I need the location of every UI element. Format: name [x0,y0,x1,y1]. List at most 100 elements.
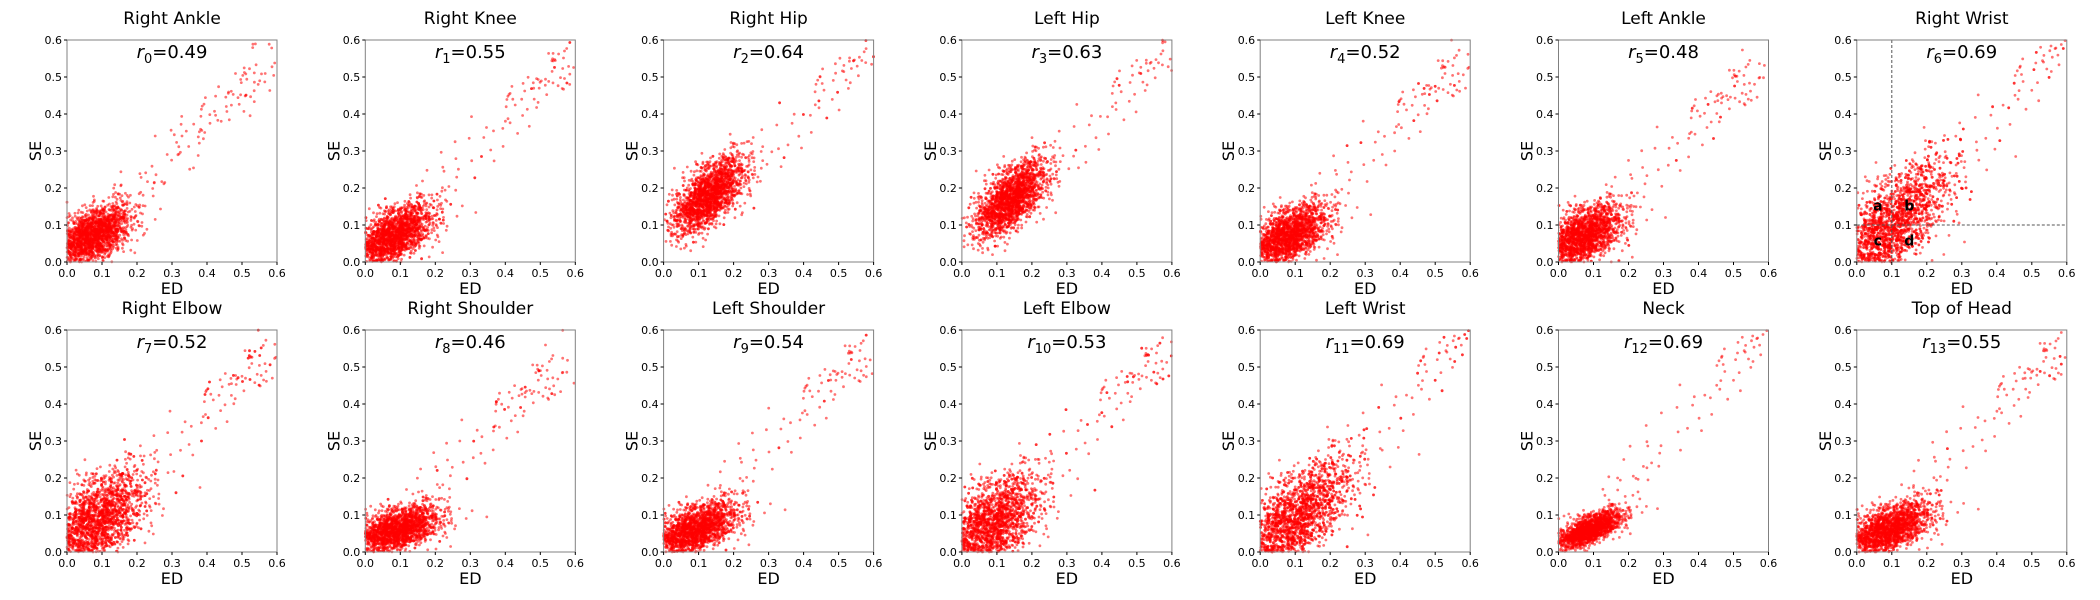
scatter-point [507,93,511,96]
scatter-point [830,98,834,101]
scatter-point [424,211,428,215]
scatter-point [385,206,388,210]
scatter-point [119,184,123,188]
scatter-point [753,166,757,169]
y-axis-label: SE [324,141,343,161]
y-tick-label: 0.0 [343,256,361,269]
scatter-point [482,136,486,139]
scatter-point [177,145,181,149]
scatter-point [390,223,393,227]
x-tick-label: 0.1 [93,267,111,280]
scatter-point [560,87,564,90]
scatter-point [110,225,114,228]
scatter-point [422,236,426,240]
scatter-point [370,242,374,245]
scatter-point [435,213,439,216]
scatter-point [144,171,148,175]
scatter-point [132,205,136,209]
scatter-point [118,196,122,200]
scatter-point [405,213,408,217]
scatter-point [67,234,71,238]
scatter-point [492,129,495,133]
scatter-point [381,241,385,245]
scatter-point [231,93,235,96]
scatter-point [387,221,391,225]
scatter-point [121,238,124,242]
scatter-point [405,235,409,238]
scatter-point [110,238,114,242]
scatter-point [118,192,121,196]
scatter-point [838,56,842,60]
scatter-point [427,193,431,197]
x-tick-label: 0.4 [198,267,216,280]
y-tick-label: 0.6 [343,34,361,47]
scatter-point [138,224,141,228]
scatter-point [417,195,421,198]
scatter-point [370,219,373,222]
scatter-point [438,217,441,221]
scatter-point [746,193,749,196]
scatter-point [545,93,549,96]
scatter-point [202,137,205,141]
scatter-point [87,232,91,236]
scatter-point [400,220,404,224]
scatter-point [91,259,95,262]
scatter-point [371,232,374,236]
scatter-point [122,250,125,254]
scatter-point [150,164,154,168]
scatter-point [520,97,524,101]
scatter-point [118,225,121,229]
scatter-point [106,203,110,207]
scatter-point [681,171,685,174]
scatter-point [249,95,253,99]
y-axis-label: SE [26,141,45,161]
scatter-point [213,109,216,113]
scatter-point [111,202,115,205]
scatter-point [419,206,422,210]
scatter-point [113,240,116,244]
scatter-point [505,98,509,101]
scatter-point [411,247,415,251]
scatter-point [123,202,127,206]
scatter-point [378,248,381,252]
scatter-point [124,230,127,234]
scatter-point [455,214,459,218]
scatter-point [254,42,257,46]
scatter-point [395,216,399,220]
scatter-point [565,47,569,50]
scatter-point [91,204,94,208]
scatter-point [437,240,441,244]
scatter-point [430,214,434,218]
scatter-point [117,221,121,225]
x-tick-label: 0.5 [532,267,550,280]
scatter-point [90,225,94,229]
scatter-point [436,226,439,230]
scatter-point [151,194,155,198]
scatter-point [90,221,93,225]
scatter-point [91,247,94,251]
scatter-point [547,52,550,55]
scatter-point [419,210,423,214]
scatter-point [125,194,129,197]
scatter-point [365,237,369,241]
scatter-point [567,65,570,68]
scatter-point [84,206,88,210]
scatter-point [383,197,387,201]
scatter-point [423,224,427,228]
scatter-point [129,193,132,197]
scatter-point [139,176,143,179]
scatter-point [749,168,753,172]
scatter-point [383,222,387,226]
scatter-point [270,65,274,69]
scatter-point [848,81,852,85]
scatter-point [565,81,569,85]
scatter-point [440,210,444,214]
scatter-point [563,49,566,53]
scatter-point [521,82,525,85]
scatter-point [442,222,445,225]
scatter-point [435,192,439,196]
scatter-point [180,134,184,138]
scatter-point [689,187,692,190]
scatter-point [84,231,87,235]
